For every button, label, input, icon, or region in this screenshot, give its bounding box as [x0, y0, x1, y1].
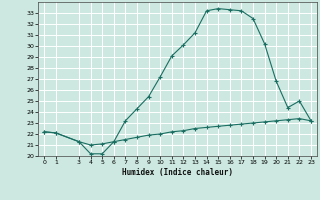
X-axis label: Humidex (Indice chaleur): Humidex (Indice chaleur) [122, 168, 233, 177]
